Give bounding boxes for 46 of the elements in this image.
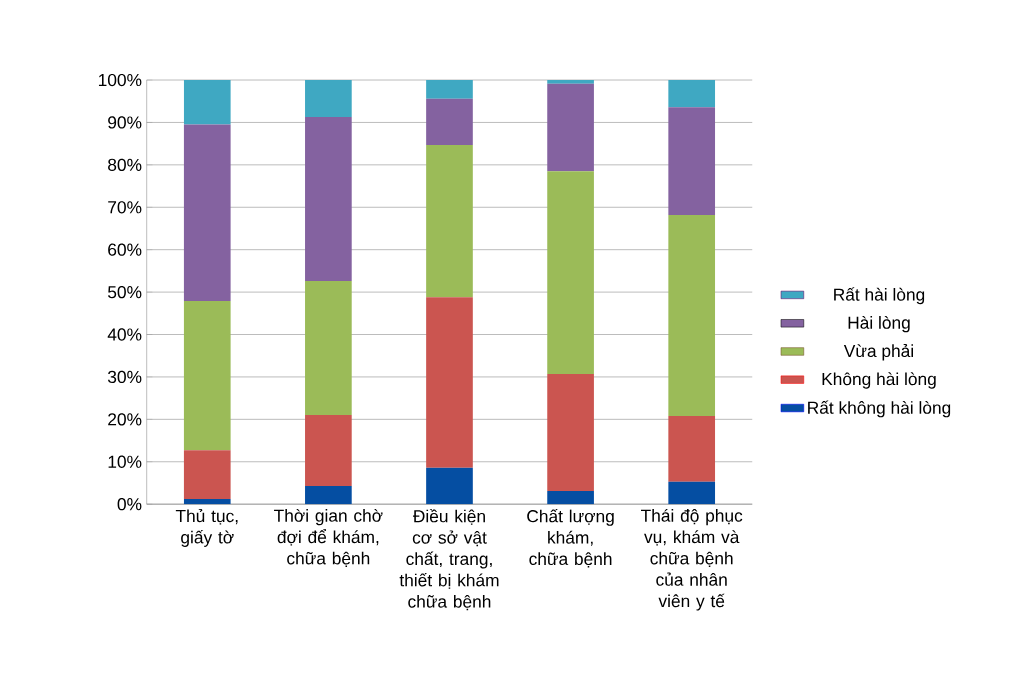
y-tick-label: 30% xyxy=(107,371,142,384)
bar xyxy=(547,171,594,375)
bar xyxy=(426,80,473,99)
bar xyxy=(668,80,716,108)
bar xyxy=(668,107,716,216)
bar xyxy=(547,491,594,505)
bar xyxy=(305,80,352,118)
x-tick-label: Thời gian chờ đợi để khám, chữa bệnh xyxy=(274,509,383,568)
bar xyxy=(668,481,716,505)
bar xyxy=(426,145,473,298)
x-tick-label: Thủ tục, giấy tờ xyxy=(175,509,238,548)
legend-label: Không hài lòng xyxy=(822,372,936,389)
bar xyxy=(183,301,231,451)
x-tick-label: Chất lượng khám, chữa bệnh xyxy=(527,509,614,568)
bar xyxy=(547,374,594,492)
y-tick-label: 80% xyxy=(108,158,142,172)
y-tick-label: 10% xyxy=(108,455,142,469)
y-tick-label: 40% xyxy=(107,328,142,341)
bar xyxy=(426,297,473,468)
y-tick-label: 50% xyxy=(107,286,142,299)
legend-label: Rất hài lòng xyxy=(834,287,925,305)
bar xyxy=(183,124,231,302)
bar xyxy=(305,486,352,505)
y-tick-label: 90% xyxy=(108,116,142,129)
bar xyxy=(426,98,473,146)
y-tick-label: 0% xyxy=(117,498,142,511)
bar xyxy=(547,84,594,172)
x-tick-label: Thái độ phục vụ, khám và chữa bệnh của nhân viên y tế xyxy=(641,509,743,611)
legend-label: Vừa phải xyxy=(843,344,913,361)
bar xyxy=(305,281,352,416)
bar xyxy=(668,215,716,417)
bar xyxy=(426,467,473,505)
y-tick-label: 100% xyxy=(98,74,142,87)
bar xyxy=(547,80,594,85)
bar xyxy=(305,117,352,282)
legend-label: Rất không hài lòng xyxy=(808,400,951,418)
bar xyxy=(668,416,716,482)
bar xyxy=(183,80,231,125)
x-tick-label: Điều kiện cơ sở vật chất, trang, thiết bị khám chữa bệnh xyxy=(399,509,499,611)
bar xyxy=(305,415,352,487)
text: Hài lòng xyxy=(848,316,910,333)
bar xyxy=(183,499,231,505)
y-tick-label: 70% xyxy=(108,201,142,214)
y-tick-label: 60% xyxy=(108,243,142,257)
y-tick-label: 20% xyxy=(108,413,142,426)
bar xyxy=(183,450,231,500)
